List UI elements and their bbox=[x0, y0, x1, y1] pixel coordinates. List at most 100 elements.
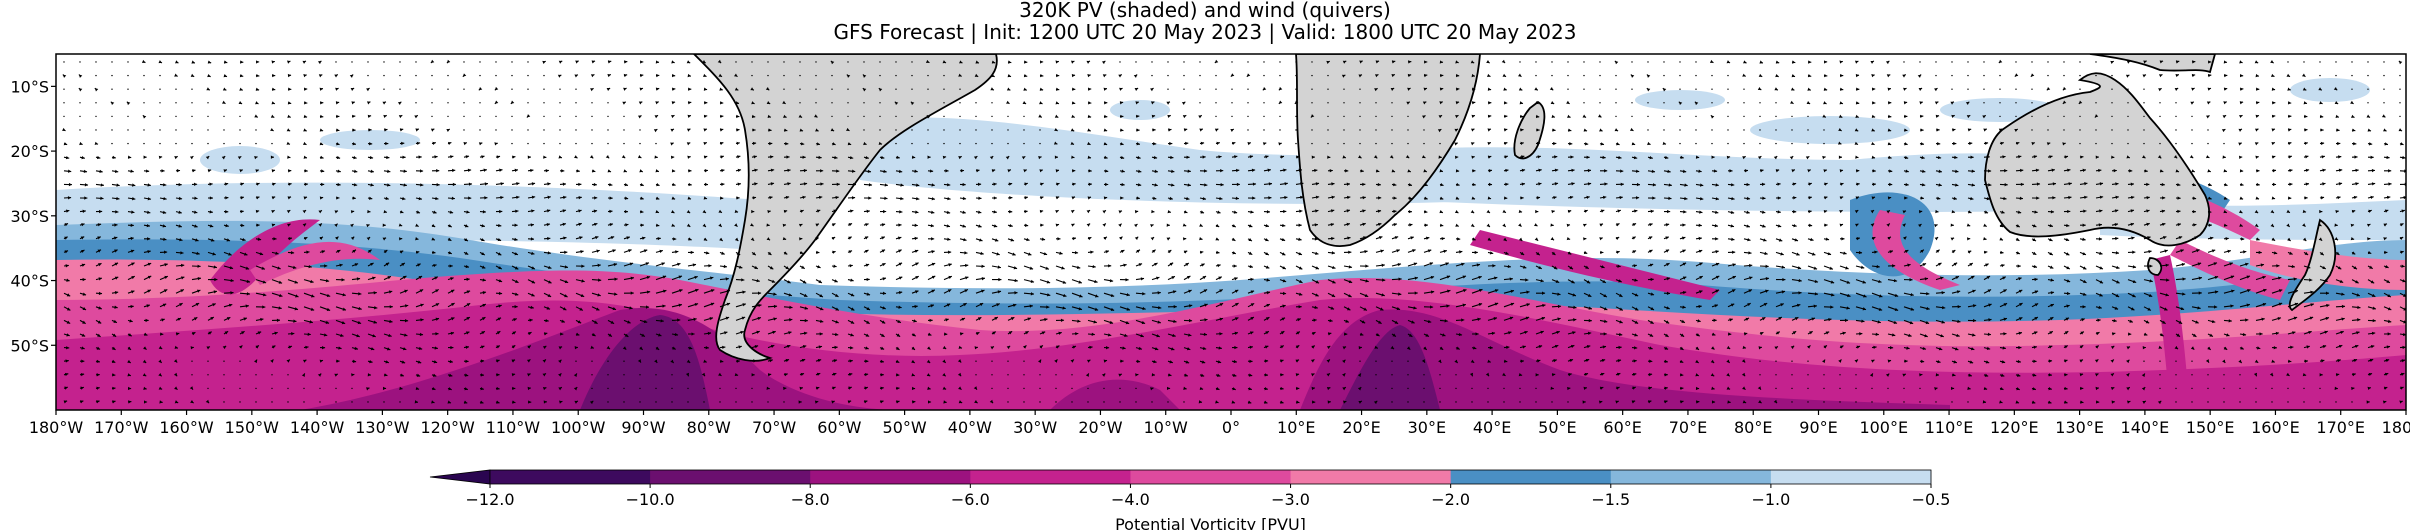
wind-arrowhead bbox=[1071, 155, 1075, 159]
wind-arrowhead bbox=[498, 223, 502, 228]
wind-dot bbox=[767, 61, 769, 63]
wind-dot bbox=[207, 115, 209, 118]
wind-arrowhead bbox=[717, 59, 722, 64]
wind-arrowhead bbox=[1423, 73, 1428, 78]
wind-dot bbox=[911, 88, 913, 90]
wind-dot bbox=[2367, 61, 2369, 63]
wind-arrowhead bbox=[2223, 60, 2228, 64]
wind-arrowhead bbox=[1889, 182, 1893, 187]
wind-arrowhead bbox=[637, 155, 642, 159]
wind-arrowhead bbox=[464, 224, 469, 228]
wind-arrowhead bbox=[783, 209, 788, 214]
wind-dot bbox=[1759, 102, 1761, 104]
wind-arrowhead bbox=[1456, 73, 1460, 78]
wind-arrowhead bbox=[94, 88, 99, 92]
wind-dot bbox=[2207, 129, 2209, 131]
wind-arrowhead bbox=[484, 182, 488, 186]
wind-dot bbox=[2351, 74, 2353, 77]
wind-dot bbox=[367, 61, 369, 63]
wind-arrowhead bbox=[334, 210, 338, 214]
wind-arrowhead bbox=[1618, 155, 1622, 160]
wind-arrowhead bbox=[1730, 210, 1735, 214]
pv-streamer-west bbox=[210, 219, 320, 295]
wind-arrowhead bbox=[2193, 223, 2197, 227]
wind-dot bbox=[575, 129, 577, 131]
wind-arrowhead bbox=[590, 88, 594, 92]
wind-arrowhead bbox=[304, 182, 308, 186]
wind-dot bbox=[1711, 102, 1713, 104]
wind-arrowhead bbox=[1346, 222, 1350, 227]
wind-arrowhead bbox=[1937, 155, 1942, 160]
wind-arrowhead bbox=[257, 237, 262, 241]
wind-dot bbox=[863, 61, 865, 63]
wind-arrowhead bbox=[883, 209, 887, 214]
wind-arrowhead bbox=[1487, 73, 1491, 78]
wind-arrowhead bbox=[1009, 209, 1013, 214]
wind-arrowhead bbox=[1518, 223, 1522, 227]
wind-arrowhead bbox=[1791, 169, 1795, 173]
wind-dot bbox=[1679, 88, 1681, 90]
wind-arrowhead bbox=[1441, 236, 1445, 241]
wind-arrowhead bbox=[1823, 87, 1828, 91]
wind-arrowhead bbox=[63, 142, 68, 146]
wind-arrowhead bbox=[867, 169, 872, 174]
wind-arrowhead bbox=[1600, 209, 1605, 213]
wind-arrowhead bbox=[2319, 101, 2323, 105]
wind-arrowhead bbox=[1378, 236, 1383, 240]
wind-dot bbox=[1343, 102, 1345, 104]
wind-arrowhead bbox=[623, 169, 627, 173]
wind-arrowhead bbox=[2350, 236, 2355, 241]
wind-arrowhead bbox=[196, 251, 200, 256]
wind-arrowhead bbox=[547, 182, 551, 186]
wind-arrowhead bbox=[2084, 195, 2088, 200]
wind-arrowhead bbox=[430, 59, 435, 64]
wind-arrowhead bbox=[914, 223, 918, 228]
wind-arrowhead bbox=[1905, 169, 1909, 173]
wind-dot bbox=[1983, 102, 1985, 104]
wind-dot bbox=[1151, 74, 1153, 77]
wind-arrowhead bbox=[1310, 114, 1315, 118]
wind-dot bbox=[223, 129, 225, 131]
wind-arrowhead bbox=[1904, 128, 1908, 132]
wind-arrowhead bbox=[1437, 129, 1442, 133]
wind-arrowhead bbox=[2302, 87, 2307, 91]
wind-arrowhead bbox=[1520, 196, 1524, 200]
wind-dot bbox=[111, 142, 113, 145]
wind-arrowhead bbox=[1757, 86, 1762, 90]
wind-arrowhead bbox=[1571, 168, 1575, 173]
wind-arrowhead bbox=[65, 155, 70, 160]
wind-arrowhead bbox=[272, 73, 276, 78]
wind-arrowhead bbox=[1667, 209, 1671, 214]
wind-arrowhead bbox=[207, 169, 212, 173]
wind-arrowhead bbox=[640, 223, 644, 227]
wind-dot bbox=[207, 142, 209, 145]
wind-arrowhead bbox=[989, 156, 994, 160]
wind-arrowhead bbox=[1919, 101, 1923, 105]
wind-dot bbox=[1215, 102, 1217, 104]
wind-arrowhead bbox=[1747, 238, 1751, 242]
wind-arrowhead bbox=[1330, 222, 1335, 227]
wind-arrowhead bbox=[2223, 87, 2228, 91]
wind-dot bbox=[463, 129, 465, 131]
wind-dot bbox=[1311, 129, 1313, 131]
wind-arrowhead bbox=[736, 128, 740, 132]
wind-arrowhead bbox=[255, 101, 259, 105]
wind-arrowhead bbox=[802, 195, 806, 200]
wind-dot bbox=[1999, 102, 2001, 104]
wind-dot bbox=[2319, 61, 2321, 63]
wind-dot bbox=[1743, 115, 1745, 118]
wind-arrowhead bbox=[783, 114, 787, 118]
wind-dot bbox=[1695, 129, 1697, 131]
wind-arrowhead bbox=[1518, 209, 1523, 213]
wind-arrowhead bbox=[609, 182, 613, 187]
wind-arrowhead bbox=[1698, 169, 1702, 173]
wind-arrowhead bbox=[1968, 210, 1972, 214]
wind-dot bbox=[1327, 74, 1329, 77]
wind-arrowhead bbox=[1839, 87, 1844, 91]
wind-arrowhead bbox=[2334, 237, 2339, 241]
wind-arrowhead bbox=[1616, 142, 1620, 146]
wind-arrowhead bbox=[1971, 183, 1975, 187]
wind-arrowhead bbox=[1214, 128, 1219, 132]
wind-arrowhead bbox=[254, 155, 258, 160]
wind-arrowhead bbox=[176, 169, 181, 173]
